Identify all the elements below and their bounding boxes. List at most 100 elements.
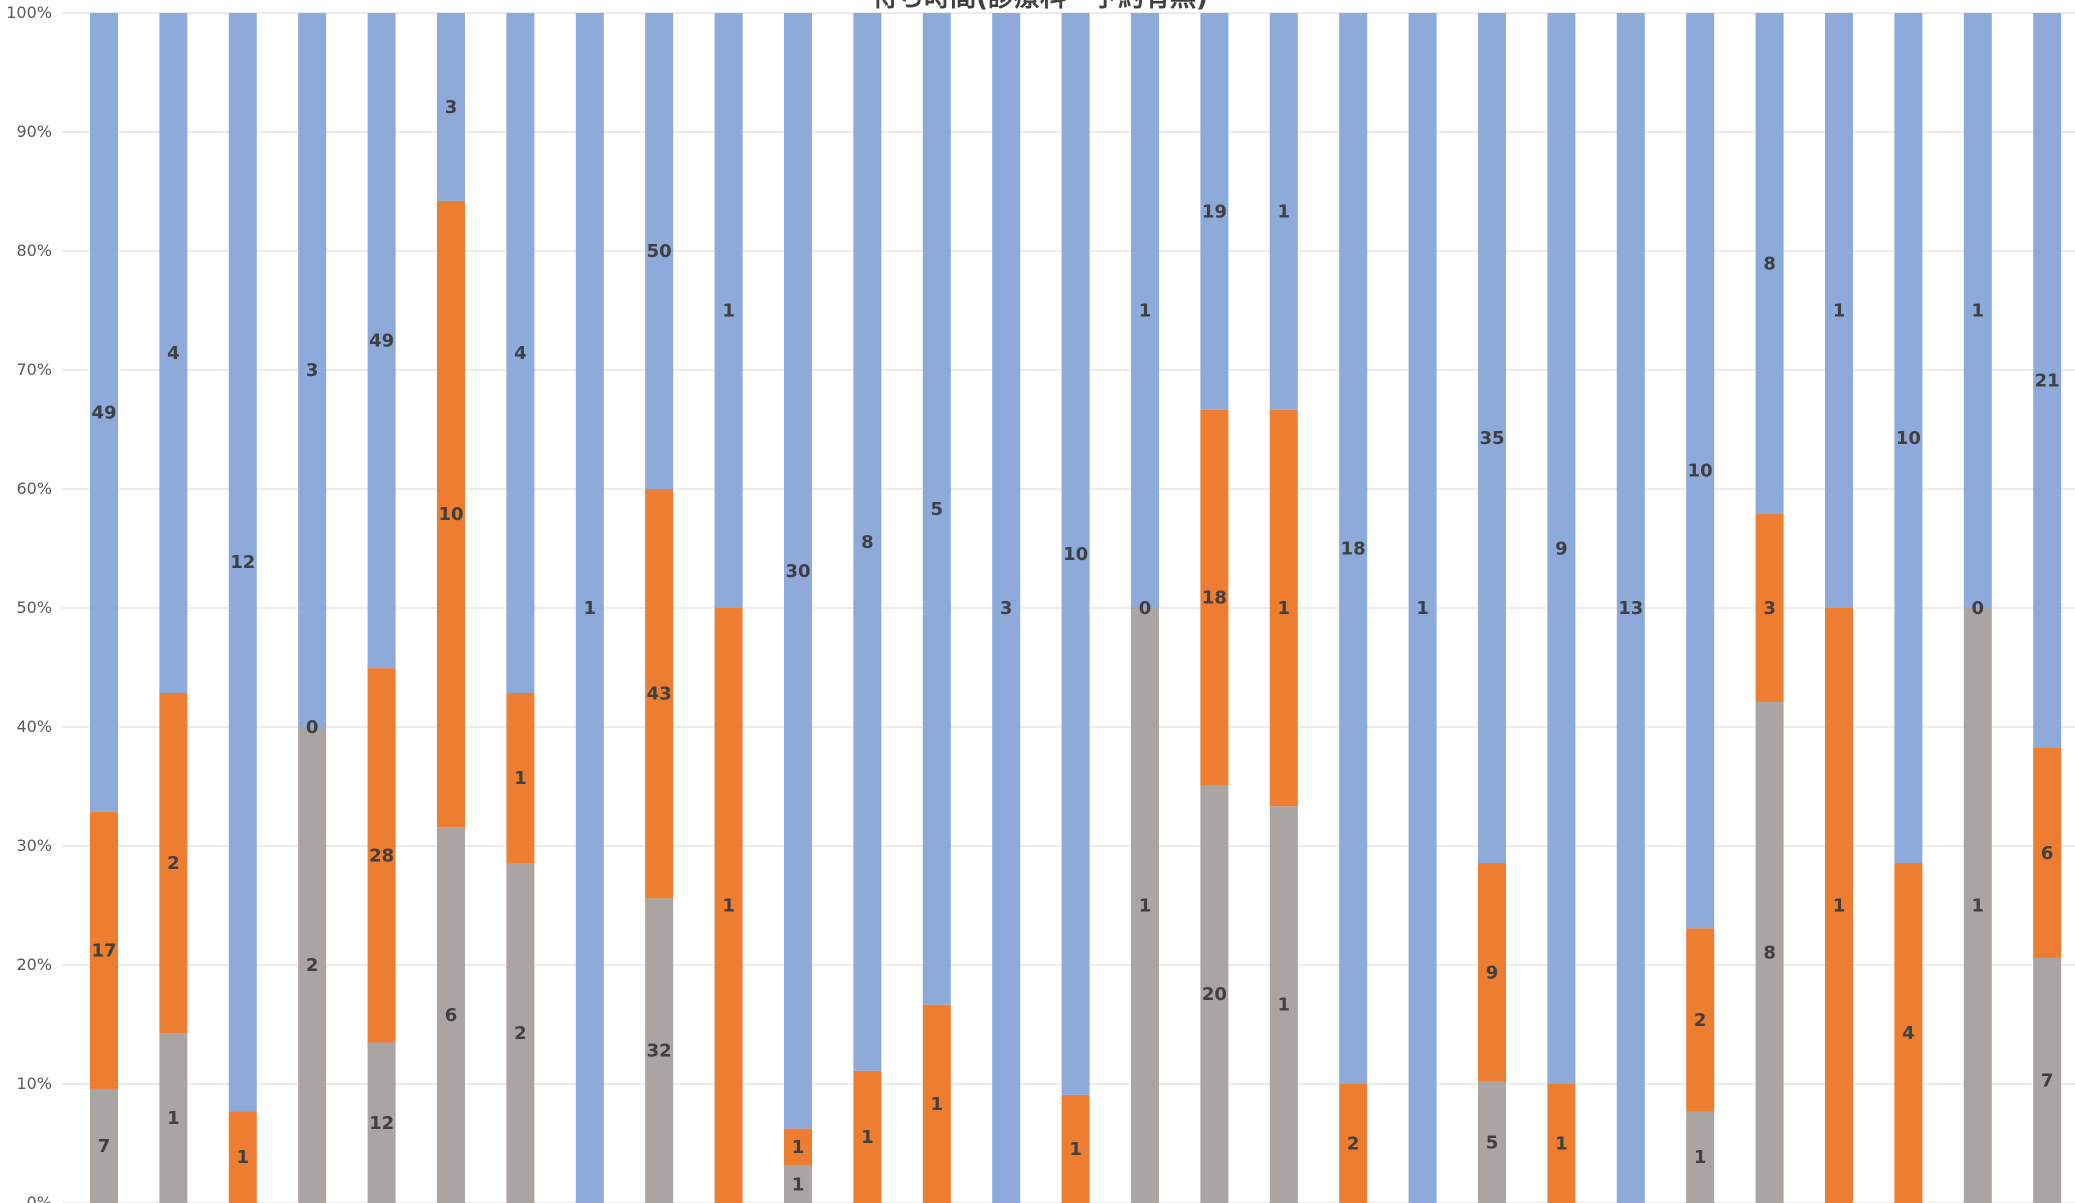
data-label: 50 — [647, 241, 672, 262]
data-label: 4 — [167, 343, 180, 364]
bar-segment-gray — [1269, 806, 1298, 1203]
bar-segment-gray — [298, 727, 327, 1203]
bar-segment-orange — [922, 1004, 951, 1203]
data-label: 19 — [1202, 201, 1227, 222]
data-label: 1 — [1416, 598, 1429, 619]
bar-segment-blue — [298, 13, 327, 727]
y-tick-label: 90% — [16, 122, 52, 141]
data-label: 1 — [1139, 896, 1152, 917]
bar-segment-orange — [506, 693, 535, 863]
data-labels: 7174912411220312284961032141324350111130… — [91, 97, 2059, 1195]
data-label: 49 — [91, 402, 116, 423]
y-tick-label: 50% — [16, 598, 52, 617]
data-label: 2 — [1347, 1134, 1360, 1155]
bar-segment-gray — [1686, 1111, 1715, 1203]
bar-segment-blue — [1894, 13, 1923, 863]
bar-segment-gray — [2033, 958, 2062, 1203]
bar-segment-orange — [1200, 409, 1229, 786]
bar-segment-orange — [1825, 608, 1853, 1203]
data-label: 1 — [1139, 301, 1152, 322]
data-label: 13 — [1618, 598, 1643, 619]
data-label: 1 — [1833, 896, 1846, 917]
data-label: 4 — [1902, 1023, 1915, 1044]
y-tick-label: 80% — [16, 241, 52, 260]
bar-segment-blue — [922, 13, 951, 1005]
y-tick-label: 70% — [16, 360, 52, 379]
data-label: 8 — [861, 532, 874, 553]
bar-segment-blue — [645, 13, 674, 489]
data-label: 3 — [445, 97, 458, 118]
data-label: 10 — [1896, 428, 1921, 449]
data-label: 1 — [1555, 1134, 1568, 1155]
data-label: 1 — [1278, 598, 1291, 619]
data-label: 1 — [1972, 896, 1985, 917]
bar-segment-orange — [1339, 1084, 1368, 1203]
bar-segment-blue — [1408, 13, 1437, 1203]
data-label: 9 — [1486, 962, 1499, 983]
y-tick-label: 0% — [27, 1193, 52, 1203]
data-label: 21 — [2035, 371, 2060, 392]
data-label: 0 — [306, 717, 319, 738]
data-label: 2 — [167, 853, 180, 874]
data-label: 1 — [167, 1108, 180, 1129]
data-label: 1 — [514, 768, 527, 789]
bar-segment-blue — [714, 13, 743, 608]
data-label: 3 — [1763, 598, 1776, 619]
data-label: 1 — [722, 301, 735, 322]
bar-segment-gray — [1755, 701, 1784, 1203]
data-label: 10 — [438, 504, 463, 525]
data-label: 8 — [1763, 942, 1776, 963]
bar-segment-gray — [159, 1033, 188, 1203]
data-label: 1 — [1694, 1147, 1707, 1168]
bar-segment-orange — [645, 489, 674, 899]
y-tick-label: 60% — [16, 479, 52, 498]
data-label: 4 — [514, 343, 527, 364]
data-label: 7 — [98, 1136, 111, 1157]
data-label: 5 — [931, 499, 944, 520]
bar-segment-blue — [853, 13, 882, 1071]
bar-segment-gray — [367, 1042, 396, 1203]
bar-segment-orange — [1755, 514, 1784, 702]
bar-segment-blue — [1963, 13, 1992, 608]
bar-segment-orange — [853, 1070, 882, 1203]
data-label: 1 — [1833, 301, 1846, 322]
bar-segment-gray — [506, 863, 535, 1203]
chart-title: 待ち時間(診療科・予約有無) — [872, 0, 1208, 13]
data-label: 5 — [1486, 1132, 1499, 1153]
bar-segment-orange — [1478, 863, 1506, 1082]
data-label: 49 — [369, 331, 394, 352]
data-label: 1 — [1069, 1139, 1082, 1160]
data-label: 0 — [1139, 598, 1152, 619]
bar-segment-gray — [1963, 608, 1992, 1203]
bar-segment-orange — [1894, 863, 1923, 1203]
data-label: 12 — [230, 552, 255, 573]
data-label: 2 — [306, 955, 319, 976]
data-label: 12 — [369, 1113, 394, 1134]
data-label: 10 — [1688, 461, 1713, 482]
bar-segment-blue — [1686, 13, 1715, 929]
data-label: 32 — [647, 1041, 672, 1062]
data-label: 1 — [237, 1147, 250, 1168]
bar-segment-blue — [90, 13, 118, 812]
bars — [90, 13, 2062, 1203]
data-label: 0 — [1972, 598, 1985, 619]
data-label: 30 — [785, 561, 810, 582]
bar-segment-orange — [784, 1128, 812, 1166]
bar-segment-blue — [1825, 13, 1853, 608]
bar-segment-gray — [1131, 608, 1159, 1203]
data-label: 1 — [1278, 201, 1291, 222]
bar-segment-blue — [1755, 13, 1784, 515]
data-label: 6 — [445, 1005, 458, 1026]
data-label: 3 — [306, 360, 319, 381]
data-label: 35 — [1479, 428, 1504, 449]
data-label: 43 — [647, 684, 672, 705]
data-label: 1 — [1972, 301, 1985, 322]
data-label: 2 — [514, 1023, 527, 1044]
bar-segment-blue — [159, 13, 188, 693]
bar-segment-blue — [1478, 13, 1506, 863]
bar-segment-blue — [228, 13, 257, 1112]
bar-segment-gray — [90, 1088, 118, 1203]
data-label: 1 — [931, 1094, 944, 1115]
